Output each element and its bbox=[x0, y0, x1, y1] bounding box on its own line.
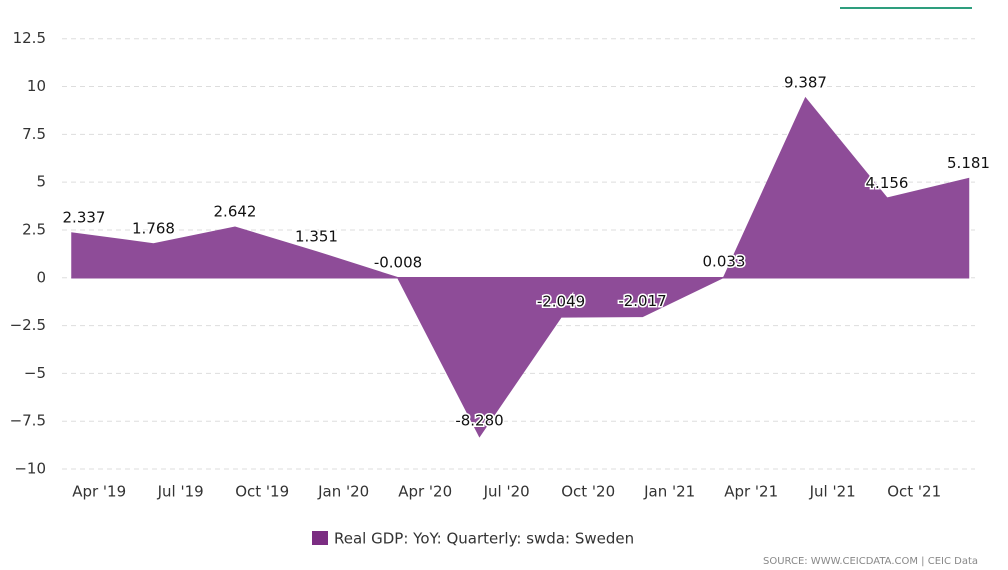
source: SOURCE: WWW.CEICDATA.COM | CEIC Data bbox=[763, 556, 978, 567]
x-tick-label: Jul '21 bbox=[809, 483, 856, 501]
x-tick-label: Oct '19 bbox=[235, 483, 289, 501]
y-tick-label: −2.5 bbox=[10, 316, 46, 334]
x-tick-label: Apr '19 bbox=[72, 483, 126, 501]
x-tick-label: Oct '21 bbox=[887, 483, 941, 501]
y-tick-label: 10 bbox=[27, 77, 46, 95]
data-label: -2.017 bbox=[618, 292, 666, 310]
data-label: 2.337 bbox=[63, 209, 106, 227]
x-tick-label: Apr '20 bbox=[398, 483, 452, 501]
x-tick-label: Jul '20 bbox=[483, 483, 530, 501]
x-tick-label: Oct '20 bbox=[561, 483, 615, 501]
data-label: -0.008 bbox=[374, 253, 422, 271]
data-label: 2.642 bbox=[214, 203, 257, 221]
x-tick-label: Jan '20 bbox=[317, 483, 369, 501]
y-tick-label: −10 bbox=[14, 460, 46, 478]
y-tick-label: 5 bbox=[36, 173, 46, 191]
data-label: -8.280 bbox=[455, 412, 503, 430]
x-tick-label: Jan '21 bbox=[643, 483, 695, 501]
data-label: 0.033 bbox=[703, 253, 746, 271]
data-label: 1.351 bbox=[295, 227, 338, 245]
y-tick-label: −7.5 bbox=[10, 412, 46, 430]
legend-swatch bbox=[312, 531, 328, 545]
x-tick-label: Apr '21 bbox=[724, 483, 778, 501]
y-tick-label: 2.5 bbox=[22, 220, 46, 238]
data-label: 1.768 bbox=[132, 219, 175, 237]
data-label: 4.156 bbox=[866, 174, 909, 192]
y-tick-label: −5 bbox=[24, 364, 46, 382]
y-tick-label: 0 bbox=[36, 268, 46, 286]
y-tick-label: 12.5 bbox=[13, 29, 46, 47]
legend-label: Real GDP: YoY: Quarterly: swda: Sweden bbox=[334, 530, 634, 548]
data-label: 9.387 bbox=[784, 74, 827, 92]
data-label: -2.049 bbox=[537, 292, 585, 310]
x-tick-label: Jul '19 bbox=[157, 483, 204, 501]
data-label: 5.181 bbox=[947, 154, 990, 172]
area bbox=[71, 96, 970, 438]
y-tick-label: 7.5 bbox=[22, 125, 46, 143]
